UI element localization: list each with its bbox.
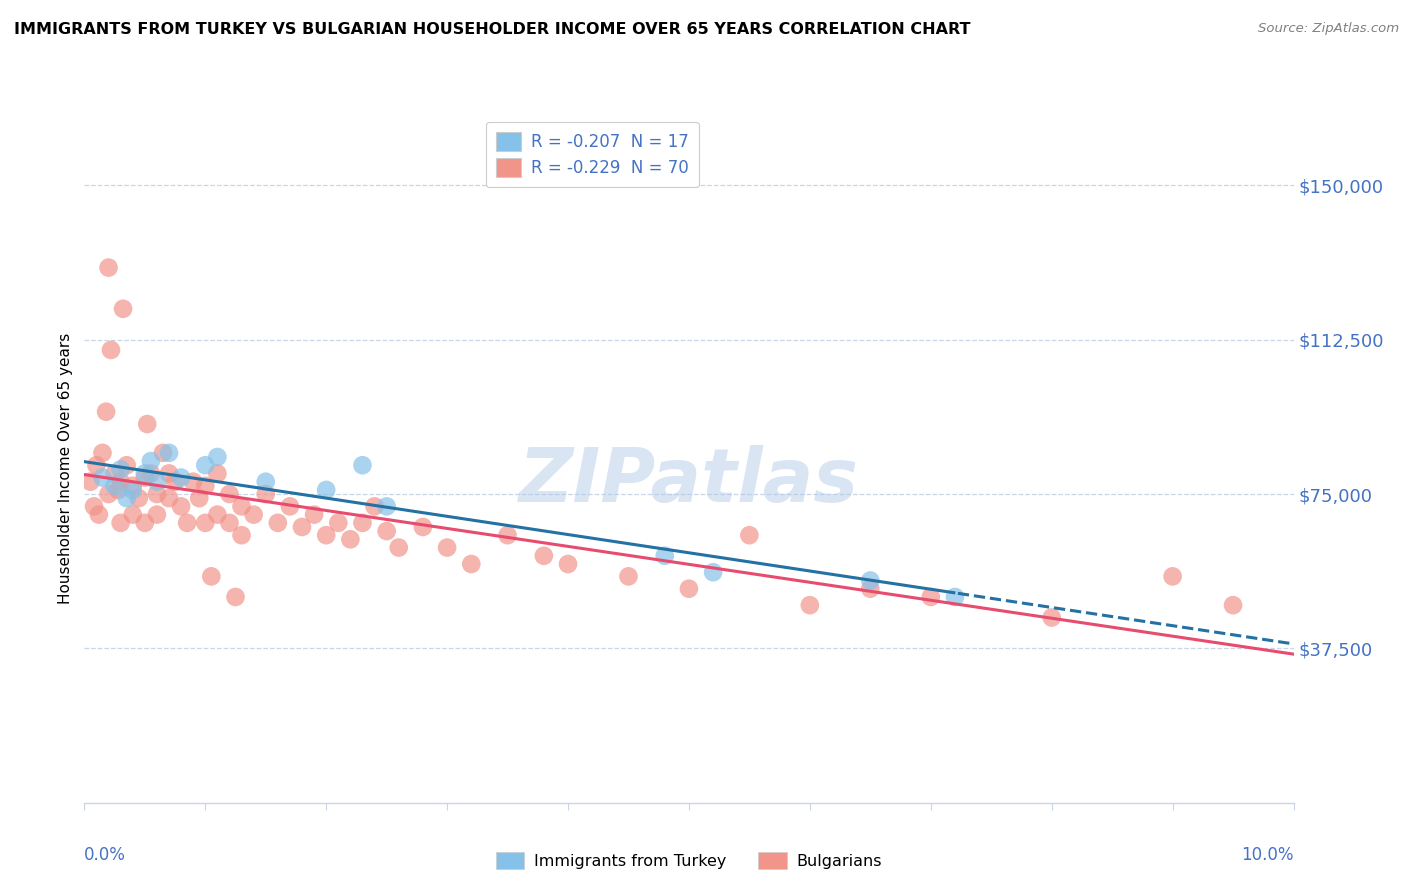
Point xyxy=(1222,598,1244,612)
Point xyxy=(157,446,180,460)
Text: 0.0%: 0.0% xyxy=(84,847,127,864)
Point xyxy=(170,500,193,514)
Point xyxy=(146,475,169,489)
Point xyxy=(139,454,162,468)
Point xyxy=(207,467,229,481)
Point xyxy=(278,500,301,514)
Text: Source: ZipAtlas.com: Source: ZipAtlas.com xyxy=(1258,22,1399,36)
Point xyxy=(654,549,676,563)
Point xyxy=(115,491,138,505)
Point xyxy=(139,467,162,481)
Point xyxy=(87,508,110,522)
Point xyxy=(218,516,240,530)
Point xyxy=(207,508,229,522)
Point xyxy=(146,487,169,501)
Point xyxy=(100,343,122,357)
Point xyxy=(107,483,129,497)
Point xyxy=(146,508,169,522)
Point xyxy=(557,557,579,571)
Point xyxy=(702,566,724,580)
Point xyxy=(176,516,198,530)
Point xyxy=(496,528,519,542)
Point xyxy=(352,458,374,473)
Point xyxy=(267,516,290,530)
Point xyxy=(112,301,135,316)
Point xyxy=(86,458,108,473)
Text: 10.0%: 10.0% xyxy=(1241,847,1294,864)
Legend: Immigrants from Turkey, Bulgarians: Immigrants from Turkey, Bulgarians xyxy=(489,846,889,875)
Point xyxy=(157,491,180,505)
Point xyxy=(242,508,264,522)
Point xyxy=(1161,569,1184,583)
Point xyxy=(254,487,277,501)
Point xyxy=(134,470,156,484)
Point xyxy=(1040,610,1063,624)
Point xyxy=(375,524,398,538)
Point xyxy=(678,582,700,596)
Point xyxy=(920,590,942,604)
Point xyxy=(254,475,277,489)
Point xyxy=(231,528,253,542)
Point xyxy=(200,569,222,583)
Point xyxy=(115,458,138,473)
Point xyxy=(181,475,204,489)
Point xyxy=(134,516,156,530)
Point xyxy=(97,487,120,501)
Point xyxy=(110,462,132,476)
Point xyxy=(194,458,217,473)
Point xyxy=(128,491,150,505)
Point xyxy=(83,500,105,514)
Point xyxy=(799,598,821,612)
Point xyxy=(79,475,101,489)
Point xyxy=(315,483,337,497)
Point xyxy=(302,508,325,522)
Point xyxy=(94,405,117,419)
Point xyxy=(121,479,143,493)
Point xyxy=(859,582,882,596)
Point xyxy=(157,467,180,481)
Point xyxy=(170,470,193,484)
Point xyxy=(328,516,350,530)
Point xyxy=(375,500,398,514)
Text: ZIPatlas: ZIPatlas xyxy=(519,445,859,518)
Point xyxy=(136,417,159,431)
Point xyxy=(152,446,174,460)
Point xyxy=(533,549,555,563)
Point xyxy=(207,450,229,464)
Point xyxy=(460,557,482,571)
Point xyxy=(104,467,127,481)
Point xyxy=(225,590,247,604)
Point xyxy=(291,520,314,534)
Point xyxy=(91,470,114,484)
Point xyxy=(412,520,434,534)
Point xyxy=(165,475,187,489)
Point xyxy=(134,467,156,481)
Point xyxy=(110,516,132,530)
Point xyxy=(194,479,217,493)
Point xyxy=(943,590,966,604)
Point xyxy=(436,541,458,555)
Point xyxy=(218,487,240,501)
Point xyxy=(97,260,120,275)
Point xyxy=(121,508,143,522)
Y-axis label: Householder Income Over 65 years: Householder Income Over 65 years xyxy=(58,333,73,604)
Point xyxy=(859,574,882,588)
Point xyxy=(188,491,211,505)
Point xyxy=(110,475,132,489)
Point xyxy=(617,569,640,583)
Point xyxy=(315,528,337,542)
Point xyxy=(91,446,114,460)
Point xyxy=(121,483,143,497)
Point xyxy=(231,500,253,514)
Point xyxy=(194,516,217,530)
Point xyxy=(339,533,361,547)
Text: IMMIGRANTS FROM TURKEY VS BULGARIAN HOUSEHOLDER INCOME OVER 65 YEARS CORRELATION: IMMIGRANTS FROM TURKEY VS BULGARIAN HOUS… xyxy=(14,22,970,37)
Point xyxy=(738,528,761,542)
Point xyxy=(104,479,127,493)
Point xyxy=(352,516,374,530)
Point xyxy=(363,500,385,514)
Point xyxy=(388,541,411,555)
Legend: R = -0.207  N = 17, R = -0.229  N = 70: R = -0.207 N = 17, R = -0.229 N = 70 xyxy=(486,122,699,187)
